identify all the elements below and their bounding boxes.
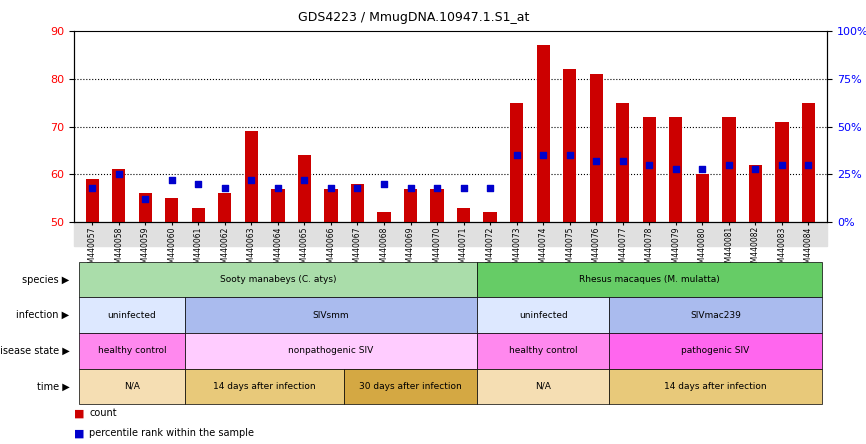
Bar xyxy=(616,103,630,222)
Point xyxy=(643,161,656,168)
Bar xyxy=(590,74,603,222)
Point xyxy=(536,152,550,159)
Point xyxy=(112,171,126,178)
Bar xyxy=(722,117,735,222)
Point xyxy=(271,184,285,191)
Text: ■: ■ xyxy=(74,408,84,419)
Bar xyxy=(86,179,99,222)
Point xyxy=(351,184,365,191)
Text: infection ▶: infection ▶ xyxy=(16,310,69,320)
Bar xyxy=(477,369,610,404)
Point xyxy=(244,176,258,183)
Bar xyxy=(477,297,610,333)
Point xyxy=(616,157,630,164)
Text: time ▶: time ▶ xyxy=(36,381,69,391)
Text: SIVmac239: SIVmac239 xyxy=(690,311,741,320)
Text: count: count xyxy=(89,408,117,419)
Bar xyxy=(669,117,682,222)
Text: N/A: N/A xyxy=(535,382,551,391)
Bar xyxy=(430,189,443,222)
Point xyxy=(510,152,524,159)
Text: Rhesus macaques (M. mulatta): Rhesus macaques (M. mulatta) xyxy=(578,275,720,284)
Point xyxy=(563,152,577,159)
Point xyxy=(483,184,497,191)
Text: healthy control: healthy control xyxy=(509,346,578,355)
Bar xyxy=(185,333,477,369)
Text: pathogenic SIV: pathogenic SIV xyxy=(682,346,750,355)
Bar xyxy=(483,213,497,222)
Bar xyxy=(324,189,338,222)
Bar xyxy=(218,194,231,222)
Bar xyxy=(510,103,523,222)
Point xyxy=(165,176,178,183)
Point xyxy=(695,165,709,172)
Bar xyxy=(610,297,822,333)
Text: 14 days after infection: 14 days after infection xyxy=(664,382,767,391)
Point xyxy=(669,165,682,172)
Text: species ▶: species ▶ xyxy=(22,275,69,285)
Bar xyxy=(404,189,417,222)
Bar xyxy=(79,262,477,297)
Bar xyxy=(112,170,126,222)
Bar xyxy=(610,369,822,404)
Point xyxy=(191,180,205,187)
Text: GDS4223 / MmugDNA.10947.1.S1_at: GDS4223 / MmugDNA.10947.1.S1_at xyxy=(298,11,529,24)
Bar xyxy=(139,194,152,222)
Bar xyxy=(457,208,470,222)
Point xyxy=(430,184,444,191)
Text: uninfected: uninfected xyxy=(107,311,157,320)
Bar xyxy=(477,333,610,369)
Point xyxy=(139,195,152,202)
Bar xyxy=(271,189,285,222)
Text: uninfected: uninfected xyxy=(519,311,567,320)
Text: disease state ▶: disease state ▶ xyxy=(0,346,69,356)
Bar xyxy=(79,333,185,369)
Bar xyxy=(802,103,815,222)
Text: nonpathogenic SIV: nonpathogenic SIV xyxy=(288,346,373,355)
Text: Sooty manabeys (C. atys): Sooty manabeys (C. atys) xyxy=(220,275,336,284)
Text: 30 days after infection: 30 days after infection xyxy=(359,382,462,391)
Bar xyxy=(165,198,178,222)
Bar xyxy=(74,222,827,246)
Bar xyxy=(477,262,822,297)
Point xyxy=(589,157,603,164)
Bar xyxy=(351,184,364,222)
Bar xyxy=(344,369,477,404)
Point xyxy=(85,184,99,191)
Point xyxy=(404,184,417,191)
Point xyxy=(722,161,736,168)
Point xyxy=(377,180,391,187)
Bar xyxy=(749,165,762,222)
Bar xyxy=(537,45,550,222)
Bar xyxy=(185,369,344,404)
Text: percentile rank within the sample: percentile rank within the sample xyxy=(89,428,255,439)
Bar xyxy=(245,131,258,222)
Point xyxy=(802,161,816,168)
Point xyxy=(456,184,470,191)
Bar xyxy=(185,297,477,333)
Text: N/A: N/A xyxy=(124,382,140,391)
Bar xyxy=(610,333,822,369)
Point xyxy=(218,184,232,191)
Bar xyxy=(643,117,656,222)
Bar xyxy=(298,155,311,222)
Bar xyxy=(378,213,391,222)
Text: ■: ■ xyxy=(74,428,84,439)
Text: healthy control: healthy control xyxy=(98,346,166,355)
Bar xyxy=(563,69,577,222)
Point xyxy=(324,184,338,191)
Point xyxy=(298,176,312,183)
Text: 14 days after infection: 14 days after infection xyxy=(213,382,316,391)
Point xyxy=(775,161,789,168)
Bar xyxy=(191,208,205,222)
Text: SIVsmm: SIVsmm xyxy=(313,311,349,320)
Bar xyxy=(775,122,789,222)
Point xyxy=(748,165,762,172)
Bar xyxy=(695,174,709,222)
Bar xyxy=(79,297,185,333)
Bar xyxy=(79,369,185,404)
